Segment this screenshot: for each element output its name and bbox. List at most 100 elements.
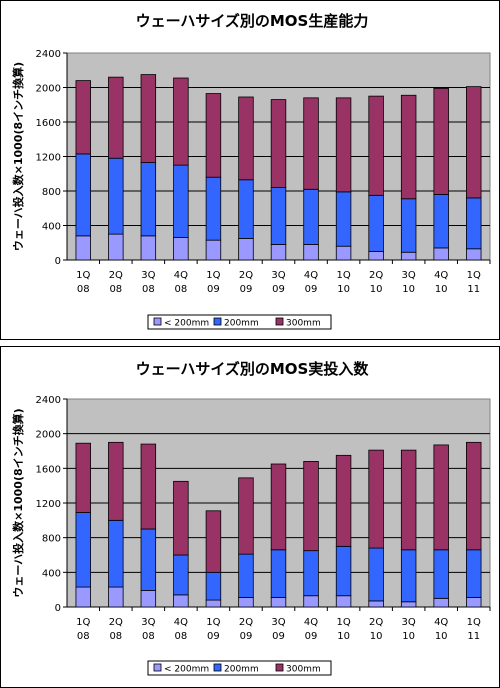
bar-segment: [140, 235, 157, 261]
bar-segment: [400, 94, 417, 200]
x-tick-label: 10: [402, 284, 415, 295]
bar-segment: [173, 164, 189, 238]
bar-segment: [173, 77, 189, 166]
legend-label: < 200mm: [164, 665, 209, 675]
bar-segment: [238, 597, 254, 608]
legend-swatch: [213, 317, 222, 326]
x-tick-label: 10: [435, 631, 448, 642]
x-tick-label: 10: [370, 284, 383, 295]
bar-segment: [75, 80, 91, 155]
y-tick-label: 800: [42, 187, 61, 198]
bar-segment: [466, 197, 482, 250]
x-tick-label: 09: [272, 631, 285, 642]
bar-segment: [433, 597, 449, 608]
x-tick-label: 10: [337, 631, 350, 642]
legend-swatch: [275, 317, 284, 326]
bar-segment: [400, 549, 417, 603]
y-tick-label: 0: [55, 256, 61, 267]
y-axis-label: ウェーハ投入数×1000(8インチ換算): [11, 62, 25, 251]
bar-segment: [173, 480, 189, 556]
bar-segment: [140, 528, 157, 591]
legend-box: [147, 314, 332, 330]
x-tick-label: 11: [467, 631, 480, 642]
x-tick-label: 3Q: [271, 617, 285, 628]
bar-segment: [205, 599, 222, 608]
x-tick-label: 09: [305, 631, 318, 642]
x-tick-label: 10: [370, 631, 383, 642]
y-tick-label: 0: [55, 603, 61, 614]
y-axis-label: ウェーハ投入数×1000(8インチ換算): [11, 408, 25, 597]
x-tick-label: 08: [142, 631, 155, 642]
bar-segment: [140, 74, 157, 163]
x-tick-label: 08: [109, 284, 122, 295]
x-tick-label: 09: [240, 631, 253, 642]
legend-swatch: [153, 317, 162, 326]
x-tick-label: 1Q: [467, 270, 481, 281]
bar-segment: [303, 461, 319, 552]
bar-segment: [303, 188, 319, 245]
x-tick-label: 09: [240, 284, 253, 295]
x-tick-label: 08: [175, 631, 188, 642]
bar-segment: [108, 233, 124, 261]
bar-segment: [270, 187, 287, 245]
x-tick-label: 4Q: [304, 617, 318, 628]
bar-segment: [238, 96, 254, 181]
bar-segment: [466, 597, 482, 608]
y-tick-label: 1600: [36, 464, 61, 475]
bar-segment: [205, 93, 222, 178]
bar-segment: [400, 449, 417, 551]
legend-box: [147, 660, 332, 676]
x-tick-label: 2Q: [109, 270, 123, 281]
x-tick-label: 4Q: [304, 270, 318, 281]
x-tick-label: 2Q: [239, 617, 253, 628]
bar-segment: [433, 247, 449, 261]
x-tick-label: 10: [337, 284, 350, 295]
bar-segment: [303, 550, 319, 597]
y-tick-label: 2000: [36, 430, 61, 441]
bar-segment: [75, 153, 91, 237]
x-tick-label: 3Q: [141, 617, 155, 628]
y-tick-label: 400: [42, 568, 61, 579]
x-tick-label: 08: [77, 631, 90, 642]
y-tick-label: 800: [42, 534, 61, 545]
bar-segment: [466, 441, 482, 551]
legend-label: 300mm: [286, 665, 321, 675]
bar-segment: [335, 545, 352, 597]
y-tick-label: 1200: [36, 499, 61, 510]
bar-segment: [75, 586, 91, 608]
bar-segment: [335, 245, 352, 261]
x-tick-label: 11: [467, 284, 480, 295]
x-tick-label: 2Q: [239, 270, 253, 281]
x-tick-label: 4Q: [174, 270, 188, 281]
bar-segment: [368, 95, 384, 196]
bar-segment: [400, 198, 417, 253]
bar-segment: [466, 549, 482, 598]
legend-swatch: [213, 663, 222, 672]
y-tick-label: 2400: [36, 49, 61, 60]
bar-segment: [368, 250, 384, 261]
bar-segment: [433, 444, 449, 551]
bar-segment: [466, 86, 482, 199]
bar-segment: [270, 549, 287, 598]
bar-segment: [140, 443, 157, 530]
x-tick-label: 10: [435, 284, 448, 295]
bar-segment: [238, 179, 254, 239]
y-tick-label: 2000: [36, 84, 61, 95]
bar-segment: [75, 512, 91, 588]
bar-segment: [270, 244, 287, 261]
x-tick-label: 2Q: [109, 617, 123, 628]
actual-input-chart: ウェーハサイズ別のMOS実投入数 0 400 800 1200 1600 2000 2400 ウ…: [0, 346, 500, 688]
capacity-chart: ウェーハサイズ別のMOS生産能力 0 400 800 1200 1600 2000 2400 ウ…: [0, 0, 500, 340]
x-tick-label: 1Q: [336, 270, 350, 281]
bar-segment: [108, 76, 124, 159]
bar-segment: [270, 99, 287, 188]
bar-segment: [303, 97, 319, 190]
x-tick-label: 10: [402, 631, 415, 642]
x-tick-label: 3Q: [271, 270, 285, 281]
bar-segment: [108, 586, 124, 608]
legend-label: 300mm: [286, 319, 321, 329]
x-tick-label: 08: [77, 284, 90, 295]
bar-segment: [400, 601, 417, 608]
bar-segment: [433, 549, 449, 599]
bar-segment: [335, 191, 352, 247]
